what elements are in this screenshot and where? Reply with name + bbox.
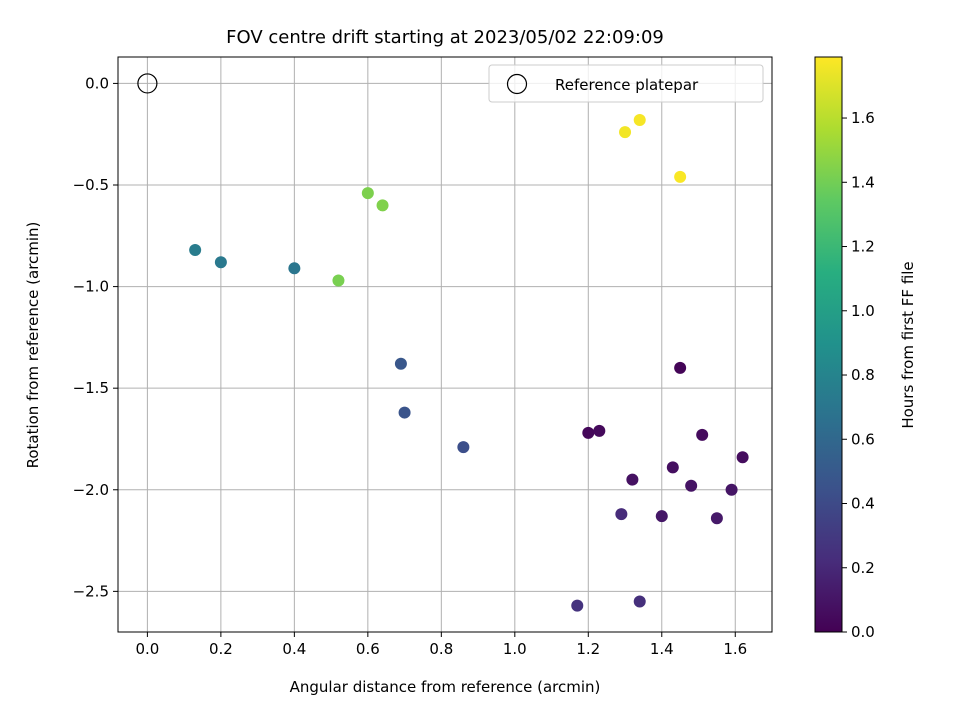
y-tick-label: 0.0 [85, 74, 109, 92]
y-tick-label: −0.5 [73, 176, 109, 194]
x-tick-label: 1.6 [723, 640, 747, 658]
data-point [696, 428, 709, 441]
plot-area-frame [117, 56, 773, 633]
x-axis-ticks: 0.0 0.2 0.4 0.6 0.8 1.0 1.2 1.4 1.6 [135, 632, 747, 658]
colorbar-tick-label: 0.4 [851, 495, 875, 513]
data-point [666, 461, 679, 474]
data-point [725, 483, 738, 496]
legend-entry-label: Reference platepar [555, 76, 699, 94]
colorbar-tick-label: 0.6 [851, 430, 875, 448]
colorbar-ticks: 0.0 0.2 0.4 0.6 0.8 1.0 1.2 1.4 1.6 [842, 109, 875, 641]
legend: Reference platepar [488, 64, 764, 103]
data-point [394, 357, 407, 370]
data-point [332, 274, 345, 287]
colorbar-tick-label: 1.0 [851, 302, 875, 320]
x-tick-label: 0.8 [429, 640, 453, 658]
x-axis-label: Angular distance from reference (arcmin) [290, 678, 601, 696]
y-tick-label: −1.5 [73, 379, 109, 397]
reference-platepar-marker [137, 73, 158, 94]
colorbar-label: Hours from first FF file [899, 261, 917, 428]
data-point [633, 113, 646, 126]
data-point [376, 199, 389, 212]
data-point [633, 595, 646, 608]
x-tick-label: 0.2 [209, 640, 233, 658]
colorbar-tick-label: 0.8 [851, 366, 875, 384]
data-point [214, 256, 227, 269]
colorbar-tick-label: 0.2 [851, 559, 875, 577]
legend-marker-open-circle [506, 73, 528, 95]
data-point [710, 512, 723, 525]
x-tick-label: 0.6 [356, 640, 380, 658]
colorbar-gradient [814, 56, 843, 633]
y-tick-label: −1.0 [73, 278, 109, 296]
colorbar-tick-label: 1.2 [851, 238, 875, 256]
legend-box [488, 64, 764, 103]
data-point [655, 510, 668, 523]
y-axis-ticks: 0.0 −0.5 −1.0 −1.5 −2.0 −2.5 [73, 74, 118, 600]
x-tick-label: 0.0 [135, 640, 159, 658]
x-tick-label: 1.0 [503, 640, 527, 658]
colorbar-tick-label: 0.0 [851, 623, 875, 641]
colorbar: 0.0 0.2 0.4 0.6 0.8 1.0 1.2 1.4 1.6 Hours from f… [814, 56, 917, 641]
data-point [189, 244, 202, 257]
y-axis-label: Rotation from reference (arcmin) [24, 222, 42, 469]
data-point [457, 441, 470, 454]
x-tick-label: 1.2 [576, 640, 600, 658]
data-point [736, 451, 749, 464]
data-point [626, 473, 639, 486]
data-point [571, 599, 584, 612]
data-points [137, 73, 749, 612]
data-point [582, 426, 595, 439]
colorbar-tick-label: 1.4 [851, 173, 875, 191]
data-point [593, 424, 606, 437]
data-point [398, 406, 411, 419]
data-point [674, 361, 687, 374]
data-point [615, 508, 628, 521]
data-point [685, 479, 698, 492]
y-tick-label: −2.0 [73, 481, 109, 499]
x-tick-label: 1.4 [650, 640, 674, 658]
y-tick-label: −2.5 [73, 582, 109, 600]
data-point [674, 170, 687, 183]
x-tick-label: 0.4 [282, 640, 306, 658]
grid-lines [118, 57, 772, 632]
colorbar-tick-label: 1.6 [851, 109, 875, 127]
data-point [288, 262, 301, 275]
data-point [619, 126, 632, 139]
chart-title: FOV centre drift starting at 2023/05/02 … [226, 27, 664, 48]
data-point [361, 187, 374, 200]
